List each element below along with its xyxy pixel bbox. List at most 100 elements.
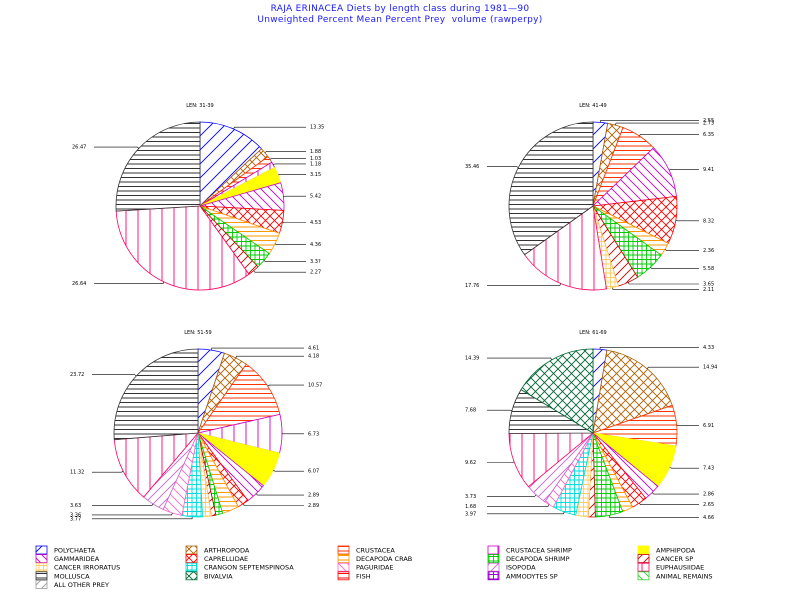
pie-slice-mollusca bbox=[115, 121, 201, 212]
pie-slice-label: 35.46 bbox=[465, 164, 479, 170]
legend-swatch bbox=[35, 580, 48, 589]
pie-slice-label: 9.41 bbox=[703, 167, 714, 173]
label-leader-line bbox=[487, 461, 515, 463]
legend-item-cancer-irroratus: CANCER IRRORATUS bbox=[35, 562, 120, 572]
pie-slice-label: 26.64 bbox=[72, 281, 86, 287]
label-leader-line bbox=[487, 166, 519, 168]
legend-swatch bbox=[185, 562, 198, 572]
label-leader-line bbox=[274, 243, 306, 245]
legend-label: PAGURIDAE bbox=[356, 564, 394, 572]
pie-slice-label: 4.61 bbox=[308, 346, 319, 352]
pie-slice-label: 1.03 bbox=[310, 156, 321, 162]
pie-slice-label: 4.36 bbox=[310, 242, 321, 248]
pie-chart-3: LEN: 51-59 4.61 4.18 10.57 6.73 6.07 2.89 2.89 3… bbox=[70, 330, 322, 522]
label-leader-line bbox=[599, 346, 699, 350]
pie-slice-crustacea bbox=[197, 363, 281, 434]
pie-slice-label: 3.65 bbox=[703, 282, 714, 288]
legend-swatch bbox=[637, 562, 650, 572]
pie-slice-label: 6.07 bbox=[308, 469, 319, 475]
legend-item-polychaeta: POLYCHAETA bbox=[35, 545, 96, 555]
pie-title: LEN: 31-39 bbox=[186, 103, 214, 109]
pie-slice-label: 1.68 bbox=[465, 504, 476, 510]
legend-item-euphausiidae: EUPHAUSIIDAE bbox=[637, 562, 704, 572]
legend-swatch bbox=[337, 571, 350, 581]
legend-label: DECAPODA SHRIMP bbox=[506, 555, 570, 563]
pie-slice-label: 1.18 bbox=[310, 161, 321, 167]
pie-slice-label: 3.97 bbox=[465, 511, 476, 517]
pie-slice-label: 3.73 bbox=[465, 494, 476, 500]
label-leader-line bbox=[264, 151, 306, 153]
chart-title: RAJA ERINACEA Diets by length class duri… bbox=[270, 4, 530, 14]
legend-item-crustacea: CRUSTACEA bbox=[337, 545, 395, 555]
legend-label: CANCER SP bbox=[656, 555, 693, 563]
pie-slice-label: 14.39 bbox=[465, 356, 479, 362]
pie-slice-label: 3.3? bbox=[310, 259, 321, 265]
pie-slice-mollusca bbox=[508, 121, 594, 256]
pie-slice-polychaeta bbox=[199, 121, 263, 207]
legend-label: MOLLUSCA bbox=[54, 572, 90, 580]
legend-label: CANCER IRRORATUS bbox=[54, 564, 120, 572]
pie-slice-label: 3.77 bbox=[70, 516, 81, 522]
label-leader-line bbox=[92, 374, 137, 377]
legend-swatch bbox=[35, 545, 48, 555]
legend-item-gammaridea: GAMMARIDEA bbox=[35, 554, 100, 563]
label-leader-line bbox=[664, 249, 699, 251]
label-leader-line bbox=[615, 122, 699, 126]
legend-item-paguridae: PAGURIDAE bbox=[337, 562, 394, 572]
legend-label: CRUSTACEA bbox=[356, 547, 395, 555]
label-leader-line bbox=[612, 287, 699, 291]
legend-swatch bbox=[487, 545, 500, 555]
pie-slice-label: 2.89 bbox=[308, 503, 319, 509]
label-leader-line bbox=[92, 503, 154, 506]
chart-title-block: RAJA ERINACEA Diets by length class duri… bbox=[0, 4, 800, 26]
legend-item-arthropoda: ARTHROPODA bbox=[185, 545, 250, 555]
legend-label: ISOPODA bbox=[506, 564, 536, 572]
label-leader-line bbox=[487, 409, 513, 411]
label-leader-line bbox=[668, 169, 699, 171]
legend-label: ARTHROPODA bbox=[204, 547, 250, 555]
legend-item-caprellidae: CAPRELLIDAE bbox=[185, 554, 248, 563]
label-leader-line bbox=[487, 283, 561, 286]
legend-label: AMMODYTES SP bbox=[506, 572, 558, 580]
legend-group: POLYCHAETA ARTHROPODA CRUSTACEA CRUSTACEA S… bbox=[35, 545, 713, 589]
label-leader-line bbox=[487, 494, 537, 497]
legend-label: ALL OTHER PREY bbox=[54, 581, 109, 589]
legend-swatch bbox=[185, 554, 198, 563]
legend-item-decapoda-shrimp: DECAPODA SHRIMP bbox=[487, 554, 570, 563]
legend-swatch bbox=[337, 545, 350, 555]
label-leader-line bbox=[277, 174, 306, 176]
legend-item-mollusca: MOLLUSCA bbox=[35, 571, 90, 580]
pie-slice-label: 13.35 bbox=[310, 125, 324, 131]
pie-slice-label: 5.42 bbox=[310, 194, 321, 200]
chart-subtitle: Unweighted Percent Mean Percent Prey vol… bbox=[257, 15, 543, 25]
label-leader-line bbox=[92, 471, 124, 473]
legend-item-amphipoda: AMPHIPODA bbox=[637, 545, 696, 555]
pie-slice-label: 10.57 bbox=[308, 383, 322, 389]
label-leader-line bbox=[242, 503, 304, 506]
label-leader-line bbox=[94, 146, 140, 149]
pie-slice-label: 1.88 bbox=[310, 149, 321, 155]
label-leader-line bbox=[487, 511, 565, 515]
legend-label: BIVALVIA bbox=[204, 572, 233, 580]
legend-label: CRANGON SEPTEMSPINOSA bbox=[204, 564, 294, 572]
legend-label: EUPHAUSIIDAE bbox=[656, 564, 704, 572]
pie-slice-mollusca bbox=[113, 348, 199, 441]
pie-slice-label: 2.86 bbox=[703, 492, 714, 498]
pie-slice-label: 2.65 bbox=[703, 502, 714, 508]
legend-label: DECAPODA CRAB bbox=[356, 555, 412, 563]
label-leader-line bbox=[92, 516, 193, 520]
label-leader-line bbox=[487, 504, 550, 507]
label-leader-line bbox=[639, 502, 699, 506]
legend-swatch bbox=[637, 571, 650, 581]
legend-item-crustacea-shrimp: CRUSTACEA SHRIMP bbox=[487, 545, 572, 555]
legend-item-ammodytes-sp: AMMODYTES SP bbox=[487, 571, 558, 580]
legend-swatch bbox=[487, 554, 500, 563]
pie-slice-label: 23.72 bbox=[70, 372, 84, 378]
legend-item-crangon-septemspinosa: CRANGON SEPTEMSPINOSA bbox=[185, 562, 294, 572]
label-leader-line bbox=[263, 260, 306, 263]
legend-item-animal-remains: ANIMAL REMAINS bbox=[637, 571, 713, 581]
pie-slice-label: 2.36 bbox=[703, 248, 714, 254]
legend-swatch bbox=[337, 554, 350, 563]
pie-slice-label: 2.11 bbox=[703, 287, 714, 293]
